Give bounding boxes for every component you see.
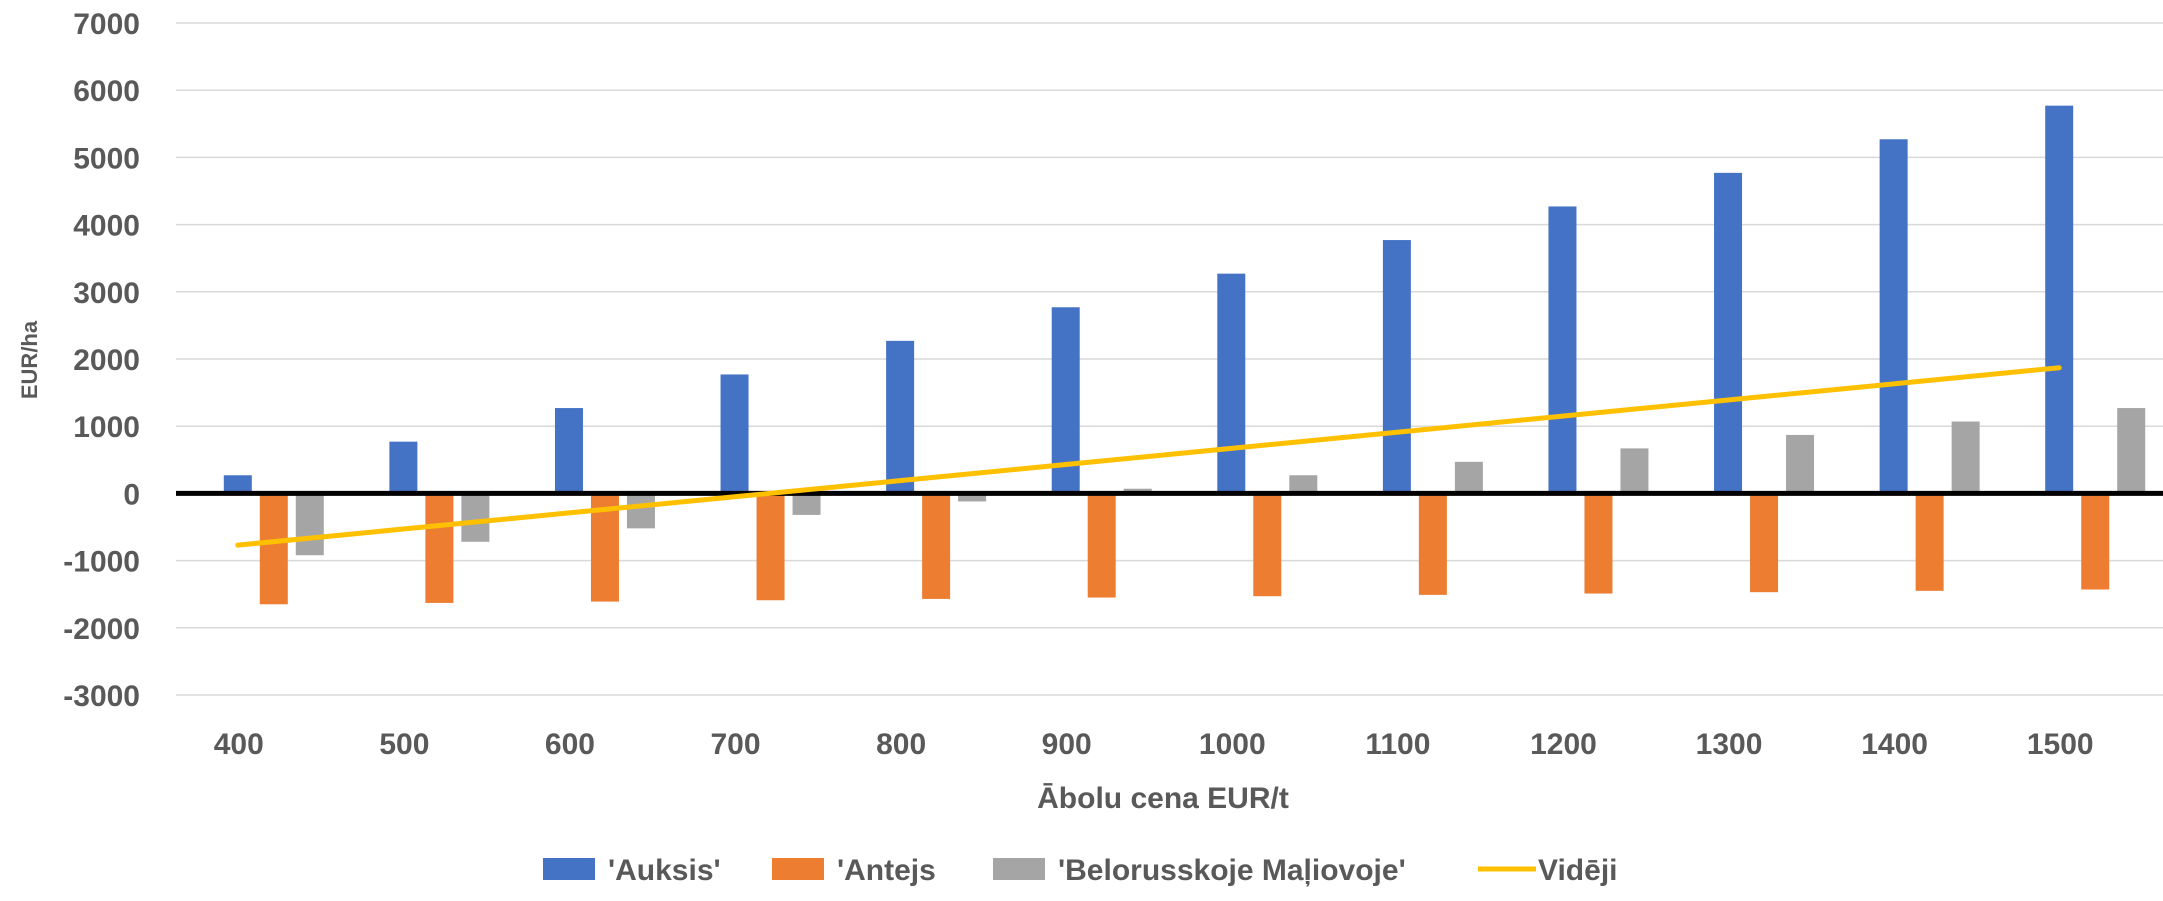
bar-1 <box>720 374 749 494</box>
bar-3 <box>1454 461 1483 494</box>
x-tick-label: 600 <box>545 728 595 761</box>
x-tick-label: 1300 <box>1696 728 1763 761</box>
bar-1 <box>1714 172 1743 494</box>
bar-3 <box>461 493 490 542</box>
x-tick-label: 1400 <box>1861 728 1928 761</box>
x-axis-title: Ābolu cena EUR/t <box>1037 782 1289 815</box>
bar-3 <box>1620 448 1649 494</box>
legend-label: 'Auksis' <box>608 854 721 887</box>
bar-2 <box>1915 493 1944 591</box>
x-tick-label: 1100 <box>1365 728 1430 761</box>
bar-2 <box>259 493 288 605</box>
legend-label: 'Belorusskoje Maļiovoje' <box>1058 854 1406 887</box>
x-tick-label: 900 <box>1042 728 1092 761</box>
y-tick-label: 5000 <box>73 142 140 175</box>
bar-1 <box>1548 206 1577 494</box>
x-tick-label: 500 <box>379 728 429 761</box>
y-tick-label: -3000 <box>63 680 140 713</box>
bar-2 <box>1750 493 1779 593</box>
bar-3 <box>1786 434 1815 494</box>
legend-swatch <box>543 858 595 880</box>
bar-2 <box>1584 493 1613 594</box>
legend-label: 'Antejs <box>837 854 936 887</box>
average-line-group <box>235 365 2062 548</box>
bar-2 <box>1253 493 1282 597</box>
bars <box>223 105 2146 605</box>
bar-2 <box>922 493 951 599</box>
y-tick-label: -2000 <box>63 613 140 646</box>
legend: 'Auksis' 'Antejs 'Belorusskoje Maļiovoje' V… <box>543 854 1617 887</box>
x-tick-label: 1500 <box>2027 728 2094 761</box>
y-tick-label: 7000 <box>73 8 140 41</box>
bar-1 <box>1217 273 1246 494</box>
bar-2 <box>2081 493 2110 590</box>
x-axis-tick-labels: 400 500 600 700 800 900 1000 1100 1200 1300 1400 15… <box>214 728 2094 761</box>
bar-3 <box>1289 475 1318 494</box>
gridlines <box>176 22 2163 696</box>
legend-swatch <box>772 858 824 880</box>
bar-3 <box>295 493 324 556</box>
x-tick-label: 1000 <box>1199 728 1266 761</box>
average-line <box>235 365 2062 548</box>
bar-3 <box>2117 408 2146 494</box>
bar-3 <box>958 493 987 502</box>
bar-2 <box>425 493 454 603</box>
bar-1 <box>2045 105 2074 494</box>
legend-swatch <box>993 858 1045 880</box>
x-tick-label: 400 <box>214 728 264 761</box>
bar-3 <box>1951 421 1980 494</box>
y-axis-tick-labels: 7000 6000 5000 4000 3000 2000 1000 0 -1000 -2000 -… <box>63 8 140 713</box>
bar-1 <box>886 340 915 494</box>
y-tick-label: -1000 <box>63 546 140 579</box>
bar-1 <box>1382 240 1411 494</box>
y-axis-title: EUR/ha <box>17 320 42 399</box>
y-tick-label: 4000 <box>73 210 140 243</box>
x-tick-label: 1200 <box>1530 728 1597 761</box>
bar-3 <box>792 493 821 515</box>
bar-1 <box>554 408 583 494</box>
x-tick-label: 800 <box>876 728 926 761</box>
bar-1 <box>1879 139 1908 494</box>
y-tick-label: 6000 <box>73 75 140 108</box>
bar-3 <box>626 493 655 529</box>
legend-label: Vidēji <box>1538 854 1617 887</box>
bar-1 <box>389 441 418 494</box>
x-tick-label: 700 <box>711 728 761 761</box>
y-tick-label: 1000 <box>73 411 140 444</box>
y-tick-label: 0 <box>123 478 140 511</box>
y-tick-label: 2000 <box>73 344 140 377</box>
bar-2 <box>1418 493 1447 595</box>
bar-2 <box>756 493 785 601</box>
bar-2 <box>1087 493 1116 598</box>
y-tick-label: 3000 <box>73 277 140 310</box>
bar-1 <box>223 475 252 494</box>
